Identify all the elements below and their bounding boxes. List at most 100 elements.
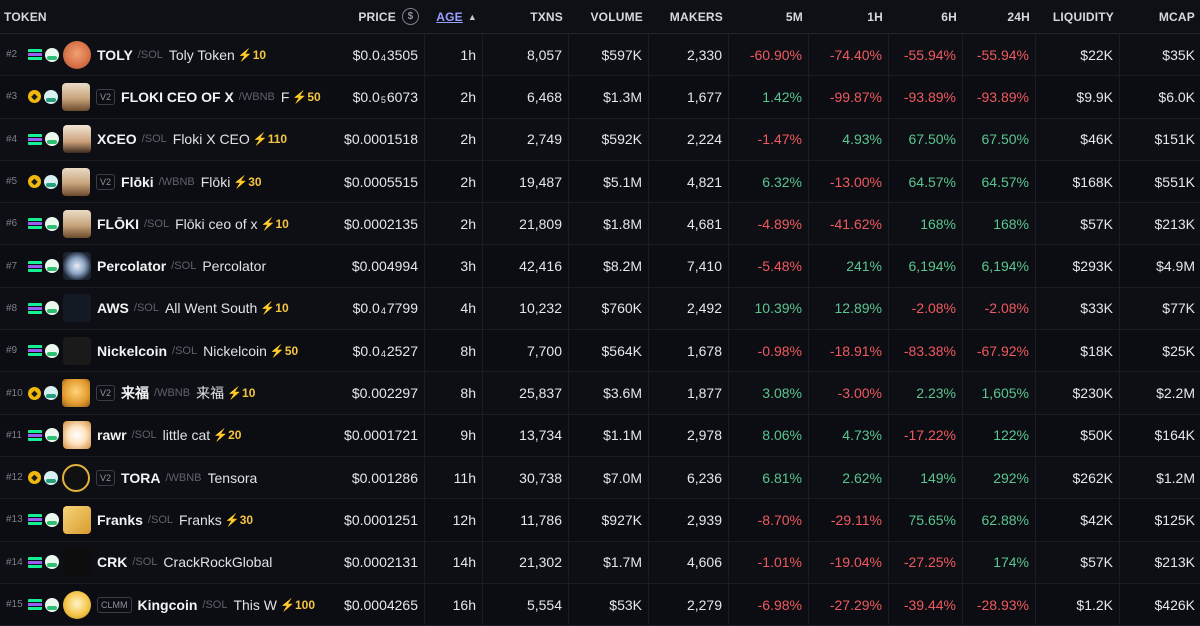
token-name: Flōki ceo of x	[175, 215, 258, 232]
change-1h-cell: 241%	[809, 245, 889, 287]
token-cell[interactable]: #13 Franks /SOL Franks ⚡30	[0, 499, 341, 540]
token-avatar	[63, 336, 91, 365]
token-cell[interactable]: #12 V2 TORA /WBNB Tensora	[0, 457, 341, 498]
change-5m-cell: -0.98%	[729, 330, 809, 372]
bnb-chain-icon	[28, 386, 41, 400]
table-row[interactable]: #10 V2 来福 /WBNB 来福 ⚡10 $0.002297 8h 25,8…	[0, 372, 1200, 415]
table-row[interactable]: #11 rawr /SOL little cat ⚡20 $0.0001721 …	[0, 414, 1200, 457]
change-1h-cell: -74.40%	[809, 34, 889, 76]
boost-badge: ⚡10	[260, 216, 289, 231]
token-avatar	[63, 505, 91, 534]
table-row[interactable]: #4 XCEO /SOL Floki X CEO ⚡110 $0.0001518…	[0, 118, 1200, 161]
liquidity-cell: $33K	[1036, 287, 1120, 330]
header-volume[interactable]: VOLUME	[590, 9, 643, 24]
header-makers[interactable]: MAKERS	[669, 9, 723, 24]
price-prefix: $0.0004265	[344, 596, 418, 613]
price-prefix: $0.0002135	[344, 215, 418, 232]
price-prefix: $0.0002131	[344, 554, 418, 571]
token-symbol: Flōki	[121, 173, 154, 190]
token-rank: #10	[6, 387, 23, 399]
table-row[interactable]: #7 Percolator /SOL Percolator $0.004994 …	[0, 245, 1200, 288]
price-prefix: $0.0	[352, 342, 380, 359]
header-txns[interactable]: TXNS	[530, 9, 563, 24]
header-token[interactable]: TOKEN	[4, 9, 47, 24]
token-cell[interactable]: #2 TOLY /SOL Toly Token ⚡10	[0, 34, 341, 75]
token-symbol: FLOKI CEO OF X	[121, 88, 234, 105]
age-cell: 2h	[425, 76, 483, 118]
token-cell[interactable]: #4 XCEO /SOL Floki X CEO ⚡110	[0, 119, 341, 160]
change-5m-cell: 10.39%	[729, 287, 809, 330]
pump-dex-icon	[45, 555, 59, 570]
table-row[interactable]: #8 AWS /SOL All Went South ⚡10 $0.0 4 77…	[0, 287, 1200, 331]
table-row[interactable]: #6 FLŌKI /SOL Flōki ceo of x ⚡10 $0.0002…	[0, 203, 1200, 246]
mcap-cell: $213K	[1154, 215, 1195, 232]
mcap-cell: $25K	[1162, 342, 1195, 359]
token-cell[interactable]: #11 rawr /SOL little cat ⚡20	[0, 415, 341, 456]
txns-cell: 42,416	[483, 245, 569, 287]
header-age[interactable]: AGE ▲	[425, 0, 483, 33]
token-cell[interactable]: #3 V2 FLOKI CEO OF X /WBNB F ⚡50	[0, 76, 341, 117]
table-row[interactable]: #13 Franks /SOL Franks ⚡30 $0.0001251 12…	[0, 499, 1200, 542]
table-row[interactable]: #12 V2 TORA /WBNB Tensora $0.001286 11h …	[0, 456, 1200, 500]
change-24h-cell: 122%	[963, 414, 1036, 456]
change-24h-cell: -55.94%	[963, 34, 1036, 76]
token-avatar	[63, 252, 91, 281]
change-5m-cell: -4.89%	[729, 203, 809, 245]
quote-pair: /SOL	[147, 513, 173, 526]
token-cell[interactable]: #8 AWS /SOL All Went South ⚡10	[0, 288, 341, 329]
solana-chain-icon	[28, 429, 42, 441]
makers-cell: 7,410	[649, 245, 729, 287]
makers-cell: 1,877	[649, 372, 729, 414]
header-6h[interactable]: 6H	[941, 9, 957, 24]
table-row[interactable]: #9 Nickelcoin /SOL Nickelcoin ⚡50 $0.0 4…	[0, 330, 1200, 373]
token-cell[interactable]: #9 Nickelcoin /SOL Nickelcoin ⚡50	[0, 330, 341, 371]
token-rank: #12	[6, 472, 23, 484]
liquidity-cell: $168K	[1036, 160, 1120, 203]
volume-cell: $7.0M	[569, 456, 649, 499]
txns-cell: 19,487	[483, 160, 569, 203]
table-row[interactable]: #14 CRK /SOL CrackRockGlobal $0.0002131 …	[0, 541, 1200, 584]
txns-cell: 13,734	[483, 414, 569, 456]
mcap-cell: $213K	[1154, 554, 1195, 571]
token-cell[interactable]: #6 FLŌKI /SOL Flōki ceo of x ⚡10	[0, 203, 341, 244]
pancake-dex-icon	[44, 470, 58, 485]
price-cell: $0.004994	[341, 245, 425, 287]
boost-badge: ⚡50	[269, 343, 299, 358]
price-prefix: $0.0001721	[344, 427, 418, 444]
table-row[interactable]: #2 TOLY /SOL Toly Token ⚡10 $0.0 4 3505 …	[0, 34, 1200, 77]
price-zero-count: 5	[380, 94, 386, 105]
token-cell[interactable]: #5 V2 Flōki /WBNB Flōki ⚡30	[0, 161, 341, 202]
volume-cell: $592K	[569, 118, 649, 160]
header-age-label[interactable]: AGE	[436, 9, 463, 24]
table-row[interactable]: #5 V2 Flōki /WBNB Flōki ⚡30 $0.0005515 2…	[0, 160, 1200, 204]
change-1h-cell: 4.93%	[809, 118, 889, 160]
token-avatar	[63, 548, 91, 577]
txns-cell: 2,749	[483, 118, 569, 160]
header-1h[interactable]: 1H	[867, 9, 883, 24]
table-row[interactable]: #15 CLMM Kingcoin /SOL This W ⚡100 $0.00…	[0, 583, 1200, 626]
makers-cell: 2,330	[649, 34, 729, 76]
header-5m[interactable]: 5M	[785, 9, 803, 24]
token-cell[interactable]: #10 V2 来福 /WBNB 来福 ⚡10	[0, 372, 341, 413]
token-name: 来福	[196, 385, 225, 402]
token-rank: #5	[6, 176, 18, 188]
token-avatar	[62, 379, 90, 408]
token-cell[interactable]: #7 Percolator /SOL Percolator	[0, 245, 341, 286]
price-prefix: $0.004994	[351, 258, 418, 275]
token-avatar	[63, 209, 91, 238]
change-6h-cell: 168%	[889, 203, 963, 245]
token-cell[interactable]: #15 CLMM Kingcoin /SOL This W ⚡100	[0, 584, 341, 625]
token-name: Percolator	[202, 258, 267, 275]
token-cell[interactable]: #14 CRK /SOL CrackRockGlobal	[0, 542, 341, 583]
change-6h-cell: 67.50%	[889, 118, 963, 160]
header-24h[interactable]: 24H	[1007, 9, 1030, 24]
header-mcap[interactable]: MCAP	[1158, 9, 1195, 24]
table-row[interactable]: #3 V2 FLOKI CEO OF X /WBNB F ⚡50 $0.0 5 …	[0, 76, 1200, 119]
token-rank: #9	[6, 345, 18, 357]
change-1h-cell: 4.73%	[809, 414, 889, 456]
volume-cell: $5.1M	[569, 160, 649, 203]
currency-toggle-icon[interactable]: $	[402, 8, 419, 25]
header-liquidity[interactable]: LIQUIDITY	[1052, 9, 1114, 24]
header-price[interactable]: PRICE $	[341, 0, 425, 33]
quote-pair: /WBNB	[154, 387, 191, 400]
